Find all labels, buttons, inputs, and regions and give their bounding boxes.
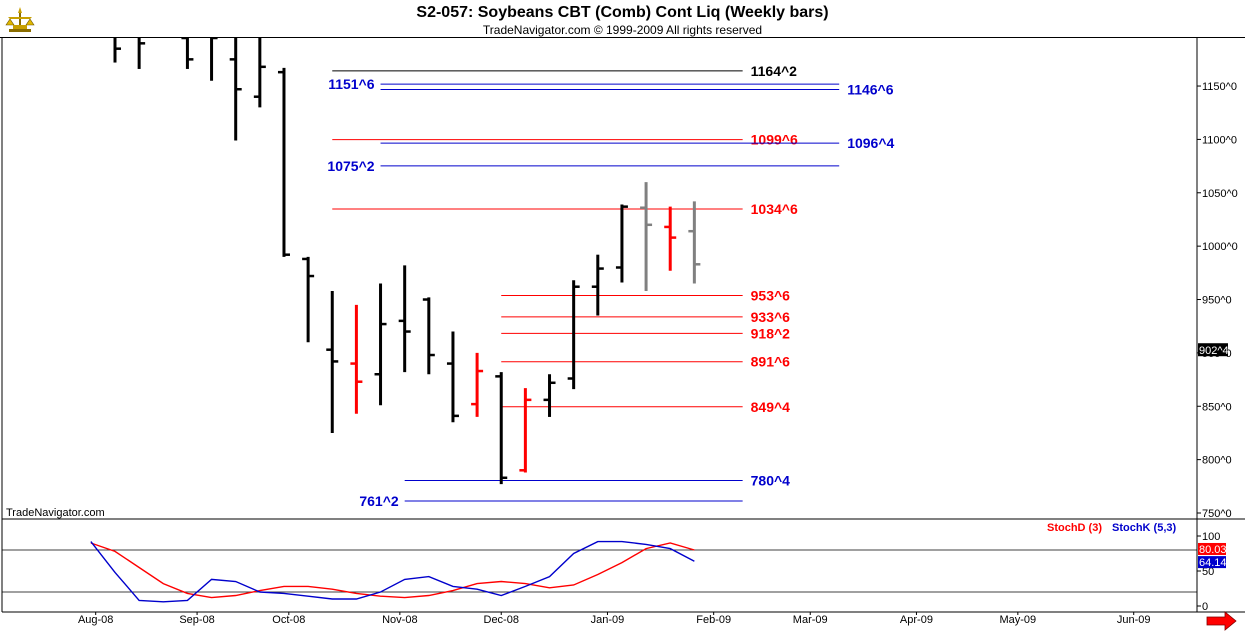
x-month-label: Jun-09 (1117, 614, 1151, 626)
x-month-label: Dec-08 (484, 614, 519, 626)
y-tick-label: 1000^0 (1202, 241, 1238, 253)
x-month-label: Jan-09 (591, 614, 625, 626)
x-month-label: Oct-08 (272, 614, 305, 626)
x-month-label: Apr-09 (900, 614, 933, 626)
level-label: 1164^2 (751, 63, 798, 79)
osc-series-line (90, 540, 695, 603)
osc-y-tick-label: 100 (1202, 531, 1220, 543)
osc-y-tick-label: 0 (1202, 601, 1208, 613)
y-tick-label: 750^0 (1202, 508, 1232, 520)
level-label: 1146^6 (847, 82, 894, 98)
copyright-text: TradeNavigator.com © 1999-2009 All right… (482, 23, 763, 37)
y-tick-label: 1100^0 (1202, 134, 1237, 146)
legend-stochd: StochD (3) (1047, 522, 1102, 534)
osc-y-tick-label: 50 (1202, 566, 1214, 578)
level-label: 761^2 (359, 493, 399, 509)
stochd-value-label: 80.03 (1199, 544, 1227, 556)
osc-series-line (90, 542, 695, 599)
x-month-label: Sep-08 (179, 614, 214, 626)
chart-header: S2-057: Soybeans CBT (Comb) Cont Liq (We… (0, 0, 1245, 38)
level-label: 918^2 (751, 325, 791, 341)
level-label: 891^6 (751, 354, 791, 370)
level-label: 953^6 (751, 288, 791, 304)
x-month-label: May-09 (999, 614, 1036, 626)
level-label: 1034^6 (751, 201, 798, 217)
right-arrow-icon[interactable] (1206, 611, 1237, 631)
watermark-text: TradeNavigator.com (6, 507, 105, 519)
x-month-label: Nov-08 (382, 614, 417, 626)
trade-navigator-logo-icon[interactable] (3, 3, 37, 35)
y-axis-strip (1197, 38, 1245, 631)
stochk-value-label: 64.14 (1199, 557, 1227, 569)
y-tick-label: 800^0 (1202, 455, 1232, 467)
y-tick-label: 1050^0 (1202, 188, 1238, 200)
y-tick-label: 1150^0 (1202, 81, 1237, 93)
y-tick-label: 850^0 (1202, 401, 1232, 413)
x-month-label: Feb-09 (696, 614, 731, 626)
level-label: 1096^4 (847, 135, 894, 151)
level-label: 1099^6 (751, 132, 798, 148)
level-label: 849^4 (751, 399, 791, 415)
chart-title: S2-057: Soybeans CBT (Comb) Cont Liq (We… (416, 4, 829, 21)
x-month-label: Aug-08 (78, 614, 113, 626)
last-price-box (1198, 343, 1228, 357)
stochk-value-box (1198, 556, 1226, 569)
level-label: 1151^6 (328, 76, 375, 92)
level-label: 780^4 (751, 472, 791, 488)
level-label: 1075^2 (327, 158, 374, 174)
x-month-label: Mar-09 (793, 614, 828, 626)
y-tick-label: 950^0 (1202, 295, 1232, 307)
level-label: 933^6 (751, 309, 791, 325)
stochd-value-box (1198, 542, 1226, 555)
last-price-label: 902^4 (1199, 345, 1229, 357)
legend-stochk: StochK (5,3) (1112, 522, 1177, 534)
